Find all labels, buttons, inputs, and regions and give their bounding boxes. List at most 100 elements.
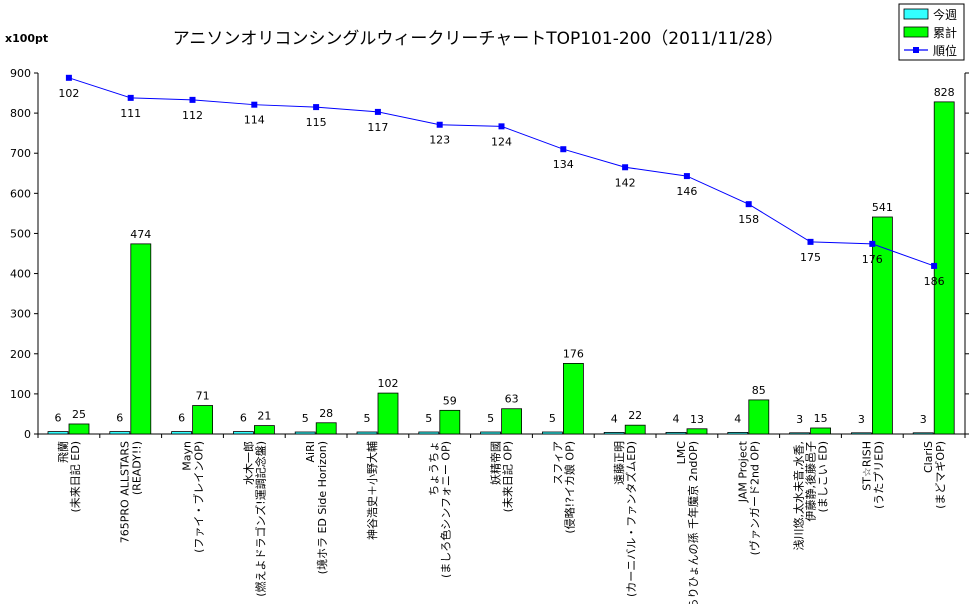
- bar-weekly: [171, 431, 193, 435]
- rank-marker: [313, 104, 320, 111]
- data-label-total: 15: [814, 412, 828, 425]
- rank-marker: [560, 146, 567, 153]
- data-label-rank: 117: [367, 121, 388, 134]
- category-label: (ぬらりひょんの孫 千年魔京 2ndOP): [686, 441, 700, 604]
- category-label: JAM Project: [737, 440, 750, 503]
- data-label-total: 828: [934, 86, 955, 99]
- data-label-rank: 158: [738, 213, 759, 226]
- data-label-rank: 186: [924, 275, 945, 288]
- bar-total: [130, 243, 152, 435]
- data-label-weekly: 5: [425, 412, 432, 425]
- y-tick-label: 500: [10, 227, 31, 240]
- data-label-total: 59: [443, 394, 457, 407]
- data-label-total: 474: [130, 228, 151, 241]
- data-label-weekly: 5: [549, 412, 556, 425]
- data-label-rank: 176: [862, 253, 883, 266]
- bar-total: [810, 427, 831, 435]
- data-label-total: 13: [690, 413, 704, 426]
- category-label: 遠藤正明: [613, 441, 626, 485]
- y-tick-label: 900: [10, 67, 31, 80]
- data-label-weekly: 3: [920, 413, 927, 426]
- rank-marker: [127, 94, 134, 101]
- data-label-weekly: 6: [55, 412, 62, 425]
- data-label-total: 22: [628, 409, 642, 422]
- category-label: (ヴァンガード2nd OP): [748, 441, 762, 555]
- category-label: (未来日記 ED): [68, 441, 82, 513]
- bar-total: [563, 363, 584, 435]
- data-label-weekly: 5: [487, 412, 494, 425]
- bar-total: [192, 405, 214, 435]
- data-label-total: 541: [872, 201, 893, 214]
- data-label-weekly: 5: [302, 412, 309, 425]
- bar-weekly: [603, 431, 625, 435]
- bar-weekly: [727, 431, 749, 435]
- bar-weekly: [356, 431, 378, 435]
- rank-marker: [374, 108, 381, 115]
- legend-label-rank: 順位: [933, 43, 957, 58]
- data-label-rank: 115: [306, 116, 327, 129]
- bar-total: [68, 423, 90, 435]
- category-label: スフィア: [551, 441, 564, 485]
- bar-total: [315, 422, 337, 435]
- data-label-rank: 175: [800, 251, 821, 264]
- legend-swatch-weekly: [903, 8, 929, 20]
- rank-line-path: [68, 77, 935, 267]
- data-label-weekly: 6: [116, 412, 123, 425]
- y-tick-label: 700: [10, 147, 31, 160]
- data-label-total: 85: [752, 384, 766, 397]
- data-label-rank: 111: [120, 107, 141, 120]
- data-label-total: 63: [505, 393, 519, 406]
- data-label-rank: 134: [553, 158, 574, 171]
- category-label: 浅川悠,太水未音,水香,: [792, 441, 806, 551]
- category-label: AiRI: [304, 441, 317, 462]
- category-label: ちょうちょ: [428, 441, 441, 496]
- bar-weekly: [47, 431, 69, 435]
- data-label-total: 102: [378, 377, 399, 390]
- unit-label: x100pt: [5, 32, 48, 45]
- bar-weekly: [851, 432, 872, 435]
- rank-marker: [498, 123, 505, 130]
- rank-marker: [436, 121, 443, 128]
- bar-weekly: [480, 431, 502, 435]
- bar-weekly: [665, 431, 687, 435]
- rank-line: [65, 74, 938, 269]
- bar-total: [933, 101, 955, 435]
- category-label: 伊藤静,後藤邑子: [804, 441, 818, 522]
- y-tick-label: 800: [10, 107, 31, 120]
- bar-total: [439, 409, 461, 435]
- bar-weekly: [542, 431, 563, 435]
- rank-marker: [807, 238, 814, 245]
- bar-weekly: [789, 432, 810, 435]
- category-label: LMC: [675, 441, 688, 465]
- chart-title: アニソンオリコンシングルウィークリーチャートTOP101-200（2011/11…: [173, 29, 784, 49]
- data-label-total: 25: [72, 408, 86, 421]
- bar-total: [624, 424, 646, 435]
- y-tick-label: 0: [24, 428, 31, 441]
- category-label: (ましこい ED): [817, 441, 830, 513]
- category-label: Mayn: [181, 441, 194, 471]
- rank-marker: [745, 201, 752, 208]
- y-tick-label: 100: [10, 388, 31, 401]
- y-axis: 0 100 200 300 400 500 600 700 800 900: [10, 67, 969, 441]
- legend-swatch-total: [903, 26, 929, 38]
- bar-total: [686, 428, 708, 435]
- rank-marker: [869, 240, 876, 247]
- data-label-total: 28: [319, 407, 333, 420]
- data-label-rank: 112: [182, 109, 203, 122]
- legend-marker-rank: [913, 47, 919, 53]
- category-label: 水木一郎: [241, 441, 255, 485]
- data-label-rank: 124: [491, 135, 512, 148]
- rank-marker: [931, 262, 938, 269]
- legend-label-weekly: 今週: [933, 7, 957, 22]
- bar-weekly: [109, 431, 131, 435]
- legend: 今週 累計 順位: [898, 3, 965, 61]
- category-label: ClariS: [922, 441, 935, 473]
- bar-total: [377, 392, 399, 435]
- data-label-total: 71: [196, 390, 210, 403]
- data-label-weekly: 3: [858, 413, 865, 426]
- rank-marker: [683, 173, 690, 180]
- bar-total: [748, 399, 770, 435]
- legend-label-total: 累計: [933, 25, 957, 40]
- data-label-rank: 142: [615, 176, 636, 189]
